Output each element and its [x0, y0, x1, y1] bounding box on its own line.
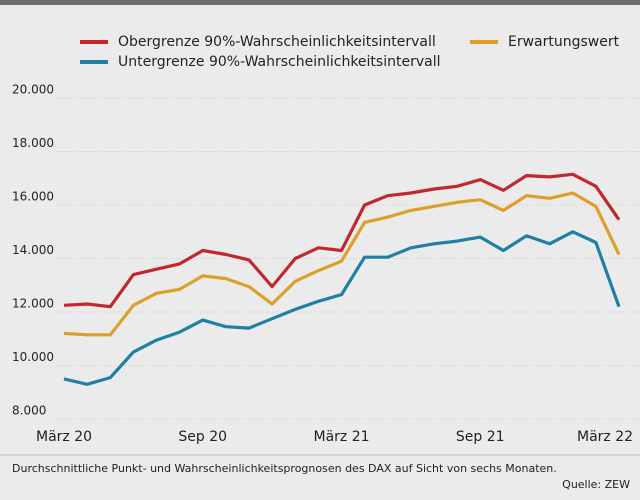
source: Quelle: ZEW: [562, 478, 630, 491]
x-tick-label: Sep 20: [178, 429, 227, 445]
series-line: [63, 172, 621, 309]
legend-label: Erwartungswert: [508, 34, 620, 50]
caption: Durchschnittliche Punkt- und Wahrscheinl…: [12, 462, 557, 475]
legend-label: Untergrenze 90%-Wahrscheinlichkeitsinter…: [118, 54, 440, 70]
y-tick-label: 12.000: [12, 297, 54, 311]
y-tick-label: 10.000: [12, 350, 54, 364]
y-tick-label: 16.000: [12, 190, 54, 204]
top-bar: [0, 0, 640, 5]
series-line: [63, 230, 621, 386]
y-tick-label: 20.000: [12, 83, 54, 97]
y-tick-label: 18.000: [12, 136, 54, 150]
x-tick-label: März 22: [577, 429, 633, 445]
x-tick-label: März 20: [36, 429, 92, 445]
x-tick-label: März 21: [313, 429, 369, 445]
x-tick-label: Sep 21: [456, 429, 505, 445]
y-tick-label: 8.000: [12, 404, 46, 418]
legend-label: Obergrenze 90%-Wahrscheinlichkeitsinterv…: [118, 34, 436, 50]
y-tick-label: 14.000: [12, 243, 54, 257]
series-line: [63, 191, 621, 337]
